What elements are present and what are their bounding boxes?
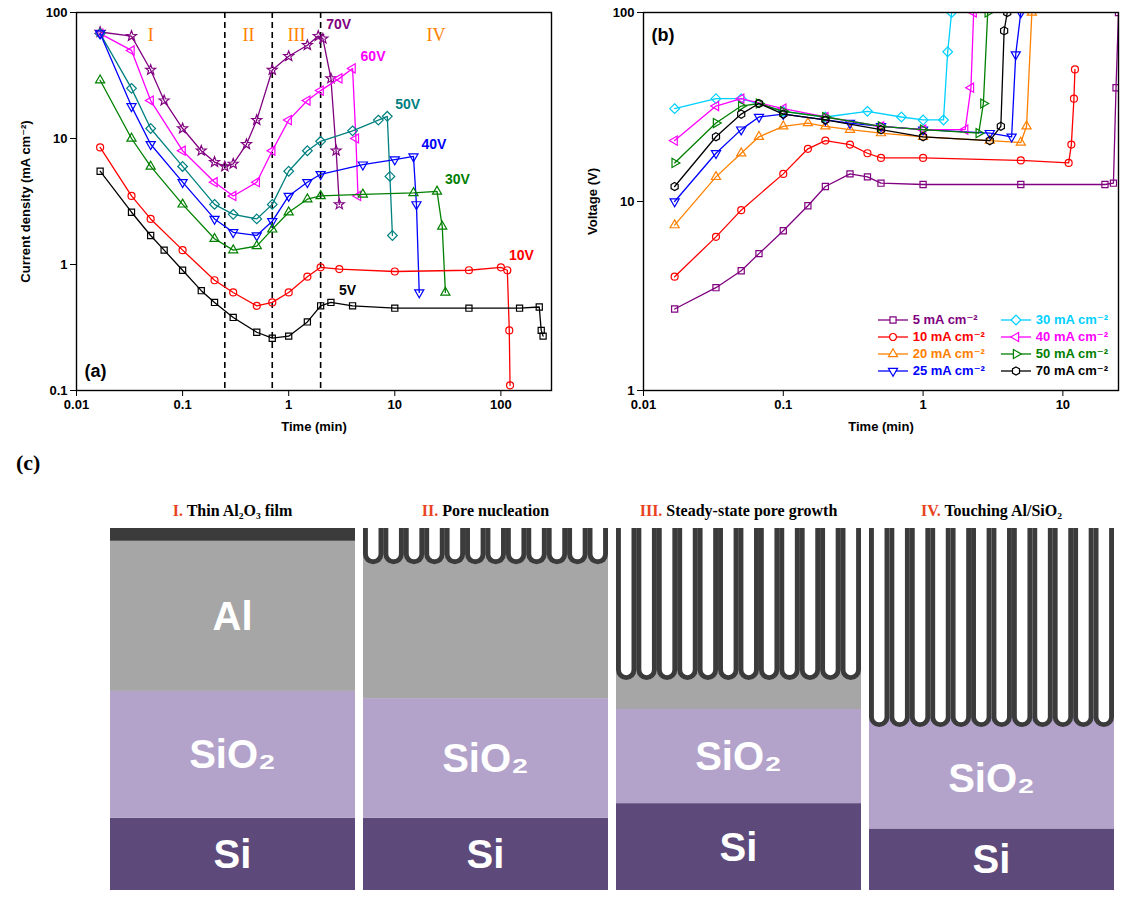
html-text:10 mA cm⁻²: 10 mA cm⁻² bbox=[912, 329, 985, 344]
svg-text:Time (min): Time (min) bbox=[281, 419, 347, 434]
svg-text:30V: 30V bbox=[445, 171, 471, 187]
html-text:20 mA cm⁻²: 20 mA cm⁻² bbox=[912, 346, 985, 361]
svg-text:0.01: 0.01 bbox=[64, 397, 89, 412]
svg-text:III: III bbox=[287, 25, 305, 45]
svg-text:40V: 40V bbox=[421, 136, 447, 152]
svg-text:10: 10 bbox=[53, 131, 67, 146]
svg-text:Voltage (V): Voltage (V) bbox=[585, 168, 600, 235]
svg-text:100: 100 bbox=[490, 397, 512, 412]
svg-text:SiO₂: SiO₂ bbox=[442, 736, 529, 780]
svg-text:60V: 60V bbox=[361, 48, 387, 64]
svg-text:Current density (mA cm⁻²): Current density (mA cm⁻²) bbox=[18, 120, 33, 282]
svg-text:10: 10 bbox=[388, 397, 402, 412]
svg-text:IV. Touching Al/SiO₂: IV. Touching Al/SiO₂ bbox=[921, 502, 1062, 520]
svg-text:IV: IV bbox=[427, 25, 446, 45]
svg-text:II: II bbox=[243, 25, 255, 45]
svg-text:SiO₂: SiO₂ bbox=[948, 756, 1035, 800]
svg-text:III. Steady-state pore growth: III. Steady-state pore growth bbox=[640, 502, 838, 520]
svg-text:70V: 70V bbox=[326, 16, 352, 32]
svg-text:I. Thin Al₂O₃ film: I. Thin Al₂O₃ film bbox=[173, 502, 293, 519]
svg-text:10: 10 bbox=[620, 194, 634, 209]
svg-text:Si: Si bbox=[973, 837, 1011, 881]
html-text:25 mA cm⁻²: 25 mA cm⁻² bbox=[912, 363, 985, 378]
svg-text:Si: Si bbox=[467, 832, 505, 876]
svg-text:1: 1 bbox=[285, 397, 292, 412]
svg-text:50V: 50V bbox=[395, 96, 421, 112]
html-text:70 mA cm⁻²: 70 mA cm⁻² bbox=[1035, 363, 1108, 378]
html-text:50 mA cm⁻²: 50 mA cm⁻² bbox=[1035, 346, 1108, 361]
html-text:30 mA cm⁻²: 30 mA cm⁻² bbox=[1035, 312, 1108, 327]
svg-text:1: 1 bbox=[60, 257, 67, 272]
svg-text:I: I bbox=[148, 25, 154, 45]
svg-text:10V: 10V bbox=[509, 247, 535, 263]
svg-text:Time (min): Time (min) bbox=[848, 419, 914, 434]
svg-text:Si: Si bbox=[214, 832, 252, 876]
svg-text:(b): (b) bbox=[652, 25, 675, 45]
svg-text:Al: Al bbox=[213, 594, 253, 638]
svg-text:SiO₂: SiO₂ bbox=[695, 734, 782, 778]
svg-text:5V: 5V bbox=[339, 282, 357, 298]
svg-text:1: 1 bbox=[919, 397, 926, 412]
svg-text:II. Pore nucleation: II. Pore nucleation bbox=[422, 502, 549, 519]
svg-text:0.1: 0.1 bbox=[774, 397, 792, 412]
svg-text:0.1: 0.1 bbox=[174, 397, 192, 412]
svg-text:100: 100 bbox=[613, 5, 635, 20]
svg-text:(c): (c) bbox=[16, 450, 40, 475]
svg-text:SiO₂: SiO₂ bbox=[189, 732, 276, 776]
svg-text:(a): (a) bbox=[85, 361, 107, 381]
svg-text:10: 10 bbox=[1056, 397, 1070, 412]
svg-text:0.1: 0.1 bbox=[49, 383, 67, 398]
html-text:40 mA cm⁻²: 40 mA cm⁻² bbox=[1035, 329, 1108, 344]
svg-text:Si: Si bbox=[720, 825, 758, 869]
svg-text:0.01: 0.01 bbox=[631, 397, 656, 412]
svg-text:1: 1 bbox=[627, 383, 634, 398]
html-text:5 mA cm⁻²: 5 mA cm⁻² bbox=[912, 312, 978, 327]
svg-text:100: 100 bbox=[46, 5, 68, 20]
